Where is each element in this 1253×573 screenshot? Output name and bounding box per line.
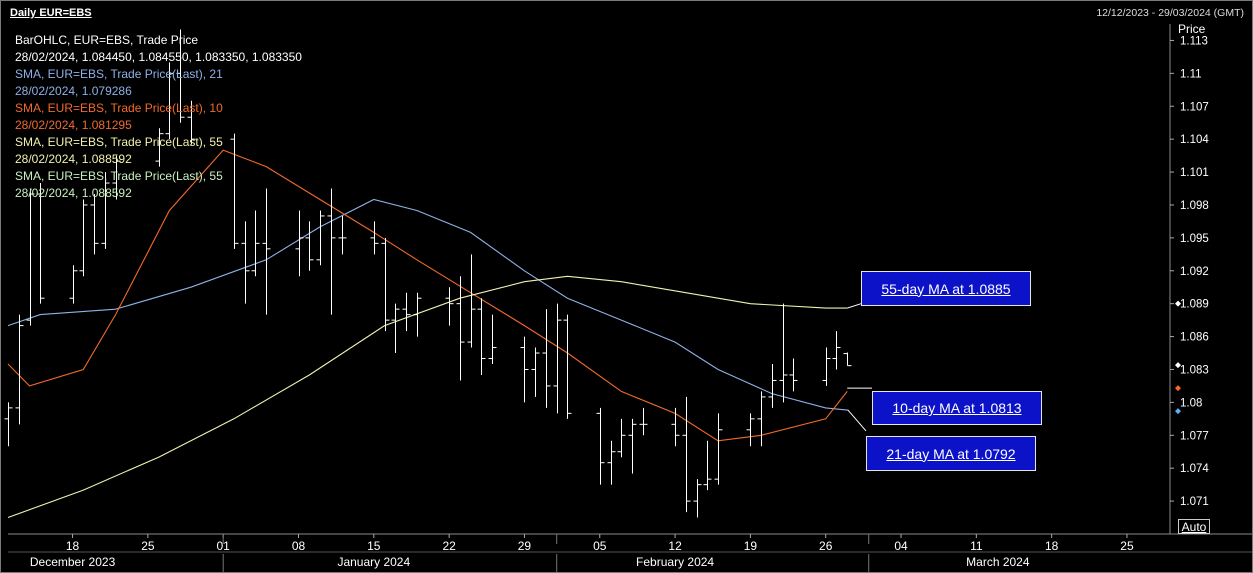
chart-title-bar: Daily EUR=EBS 12/12/2023 - 29/03/2024 (G… bbox=[1, 1, 1252, 23]
sma-line-2 bbox=[7, 275, 848, 519]
y-tick-label: 1.071 bbox=[1180, 496, 1209, 508]
y-axis-label: Price bbox=[1178, 22, 1206, 36]
sma-line-0 bbox=[7, 198, 848, 411]
x-month-label: February 2024 bbox=[636, 555, 714, 569]
y-tick-label: 1.104 bbox=[1180, 134, 1209, 146]
annotation-55-day-ma[interactable]: 55-day MA at 1.0885 bbox=[861, 271, 1031, 306]
x-tick-label: 26 bbox=[819, 539, 833, 553]
x-tick-label: 11 bbox=[970, 539, 983, 553]
x-tick-label: 08 bbox=[292, 539, 306, 553]
legend-line: 28/02/2024, 1.081295 bbox=[15, 118, 132, 132]
x-tick-label: 18 bbox=[66, 539, 80, 553]
x-tick-label: 25 bbox=[141, 539, 155, 553]
y-tick-label: 1.086 bbox=[1180, 332, 1209, 344]
last-value-marker bbox=[1175, 362, 1181, 369]
last-value-marker bbox=[1175, 300, 1181, 307]
annotation-21-day-ma[interactable]: 21-day MA at 1.0792 bbox=[866, 436, 1036, 471]
chart-title[interactable]: Daily EUR=EBS bbox=[10, 7, 92, 19]
last-value-marker bbox=[1175, 385, 1181, 392]
y-tick-label: 1.083 bbox=[1180, 364, 1209, 376]
x-tick-label: 25 bbox=[1120, 539, 1134, 553]
y-tick-label: 1.074 bbox=[1180, 463, 1209, 475]
legend-line: SMA, EUR=EBS, Trade Price(Last), 55 bbox=[15, 135, 223, 149]
y-tick-label: 1.089 bbox=[1180, 299, 1209, 311]
y-tick-label: 1.077 bbox=[1180, 430, 1209, 442]
legend-line: 28/02/2024, 1.079286 bbox=[15, 84, 132, 98]
y-tick-label: 1.098 bbox=[1180, 200, 1209, 212]
x-tick-label: 12 bbox=[668, 539, 682, 553]
legend-line: 28/02/2024, 1.088592 bbox=[15, 186, 132, 200]
annotation-leader-line bbox=[847, 409, 867, 432]
x-month-label: March 2024 bbox=[966, 555, 1030, 569]
y-tick-label: 1.101 bbox=[1180, 167, 1209, 179]
x-month-label: January 2024 bbox=[337, 555, 410, 569]
x-tick-label: 05 bbox=[593, 539, 607, 553]
y-tick-label: 1.113 bbox=[1180, 35, 1208, 47]
y-tick-label: 1.08 bbox=[1180, 397, 1202, 409]
y-tick-label: 1.092 bbox=[1180, 266, 1209, 278]
date-range-label: 12/12/2023 - 29/03/2024 (GMT) bbox=[1096, 7, 1244, 19]
legend-line: BarOHLC, EUR=EBS, Trade Price bbox=[15, 33, 199, 47]
x-tick-label: 29 bbox=[518, 539, 532, 553]
legend-line: SMA, EUR=EBS, Trade Price(Last), 55 bbox=[15, 169, 223, 183]
last-value-marker bbox=[1175, 408, 1181, 415]
x-tick-label: 15 bbox=[367, 539, 381, 553]
legend-line: 28/02/2024, 1.088592 bbox=[15, 152, 132, 166]
y-tick-label: 1.107 bbox=[1180, 101, 1209, 113]
annotation-leader-line bbox=[847, 303, 862, 309]
chart-legend: BarOHLC, EUR=EBS, Trade Price 28/02/2024,… bbox=[15, 32, 302, 202]
y-tick-label: 1.11 bbox=[1180, 68, 1202, 80]
x-tick-label: 19 bbox=[744, 539, 758, 553]
x-month-label: December 2023 bbox=[30, 555, 116, 569]
x-tick-label: 22 bbox=[442, 539, 456, 553]
x-tick-label: 01 bbox=[217, 539, 231, 553]
y-tick-label: 1.095 bbox=[1180, 233, 1209, 245]
x-tick-label: 04 bbox=[894, 539, 908, 553]
auto-scale-button[interactable]: Auto bbox=[1178, 519, 1210, 534]
annotation-10-day-ma[interactable]: 10-day MA at 1.0813 bbox=[872, 391, 1042, 425]
legend-line: SMA, EUR=EBS, Trade Price(Last), 10 bbox=[15, 101, 223, 115]
legend-line: SMA, EUR=EBS, Trade Price(Last), 21 bbox=[15, 67, 223, 81]
legend-line: 28/02/2024, 1.084450, 1.084550, 1.083350… bbox=[15, 50, 302, 64]
x-tick-label: 18 bbox=[1045, 539, 1059, 553]
